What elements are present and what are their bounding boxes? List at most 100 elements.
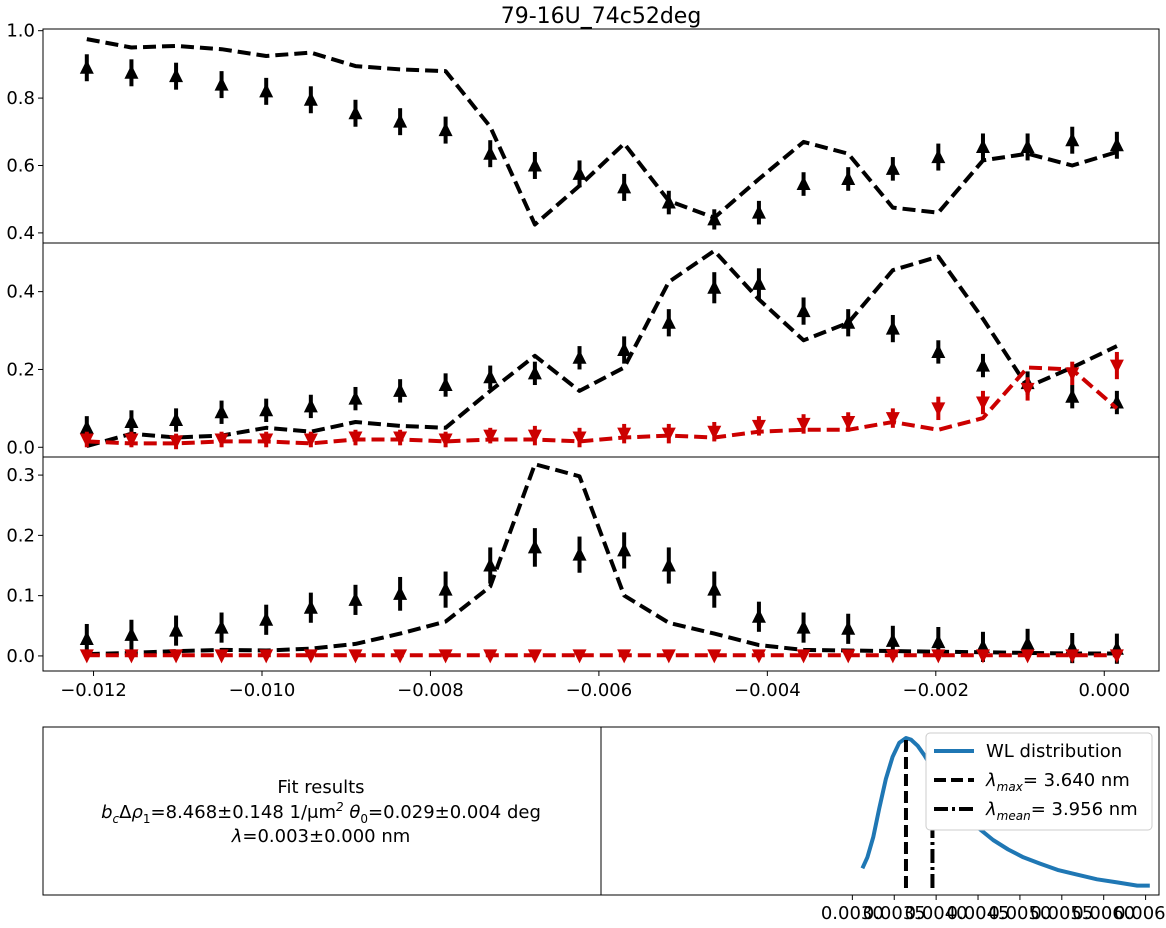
data-point bbox=[751, 275, 766, 290]
y-tick-label: 0.2 bbox=[6, 525, 35, 546]
data-point bbox=[169, 435, 184, 450]
data-point bbox=[1020, 382, 1035, 397]
data-point bbox=[885, 160, 900, 175]
data-point bbox=[483, 429, 498, 444]
y-tick-label: 0.8 bbox=[6, 88, 35, 109]
data-point bbox=[796, 417, 811, 432]
data-point bbox=[169, 649, 184, 664]
legend-wl-label: WL distribution bbox=[986, 741, 1122, 762]
data-point bbox=[931, 149, 946, 164]
fit-line bbox=[86, 462, 1117, 657]
data-point bbox=[214, 619, 229, 634]
y-tick-label: 0.4 bbox=[6, 223, 35, 244]
data-point bbox=[527, 429, 542, 444]
data-point bbox=[572, 165, 587, 180]
legend-box bbox=[925, 732, 1153, 831]
data-point bbox=[303, 91, 318, 106]
data-point bbox=[931, 343, 946, 358]
data-point bbox=[438, 581, 453, 596]
data-point bbox=[79, 59, 94, 74]
data-point bbox=[572, 349, 587, 364]
data-point bbox=[1020, 138, 1035, 153]
fit-results-line-2: bcΔρ1=8.468±0.148 1/μm2 θ0=0.029±0.004 d… bbox=[101, 800, 541, 826]
data-point bbox=[931, 402, 946, 417]
wl-x-tick-label: 0.0040 bbox=[905, 903, 968, 924]
legend-lmean-label: λmean= 3.956 nm bbox=[985, 799, 1138, 823]
y-tick-label: 0.0 bbox=[6, 646, 35, 667]
data-point bbox=[975, 138, 990, 153]
data-point bbox=[169, 622, 184, 637]
data-point bbox=[572, 546, 587, 561]
panel-top: 0.4 0.6 0.8 1.0 bbox=[6, 21, 1124, 244]
panel-wavelength-frame bbox=[600, 726, 1160, 896]
data-point bbox=[841, 415, 856, 430]
data-point bbox=[393, 382, 408, 397]
data-point bbox=[661, 314, 676, 329]
data-point bbox=[617, 542, 632, 557]
y-tick-label: 1.0 bbox=[6, 21, 35, 42]
data-point bbox=[975, 396, 990, 411]
data-point bbox=[617, 427, 632, 442]
fit-line bbox=[86, 37, 1118, 227]
y-tick-label: 0.2 bbox=[6, 359, 35, 380]
wl-x-tick-label: 0.0060 bbox=[1072, 903, 1135, 924]
data-point bbox=[527, 365, 542, 380]
panel-wavelength: 0.00300.00350.00400.00450.00500.00550.00… bbox=[821, 736, 1166, 924]
panel-middle-frame bbox=[42, 242, 1160, 458]
data-point bbox=[124, 413, 139, 428]
data-point bbox=[438, 433, 453, 448]
legend-lmean-value: = 3.956 nm bbox=[1031, 799, 1138, 820]
data-point bbox=[975, 357, 990, 372]
data-point bbox=[796, 619, 811, 634]
data-point bbox=[1020, 635, 1035, 650]
data-point bbox=[885, 320, 900, 335]
data-point bbox=[214, 404, 229, 419]
data-point bbox=[617, 179, 632, 194]
data-point bbox=[841, 170, 856, 185]
data-point bbox=[169, 412, 184, 427]
wl-x-tick-label: 0.0065 bbox=[1114, 903, 1166, 924]
fit-results-theta: =0.029±0.004 deg bbox=[368, 802, 541, 823]
data-point bbox=[527, 539, 542, 554]
fit-results-bcdrho: =8.468±0.148 1/μm bbox=[151, 802, 336, 823]
panel-middle: 0.0 0.2 0.4 bbox=[6, 248, 1124, 458]
data-point bbox=[259, 83, 274, 98]
y-tick-label: 0.4 bbox=[6, 282, 35, 303]
fit-line bbox=[86, 248, 1118, 449]
data-point bbox=[214, 76, 229, 91]
wl-x-tick-label: 0.0035 bbox=[863, 903, 926, 924]
wl-x-tick-label: 0.0045 bbox=[947, 903, 1010, 924]
data-point bbox=[841, 314, 856, 329]
data-point bbox=[1109, 359, 1124, 374]
panel-bottom: 0.0 0.1 0.2 0.3 −0.012 −0.010 −0.008 −0.006 −0.0… bbox=[6, 462, 1130, 701]
x-tick-label: −0.004 bbox=[734, 680, 801, 701]
data-point bbox=[572, 649, 587, 664]
fit-results-line-3: λ=0.003±0.000 nm bbox=[231, 826, 411, 847]
x-tick-label: −0.006 bbox=[566, 680, 633, 701]
y-tick-label: 0.1 bbox=[6, 586, 35, 607]
data-point bbox=[393, 585, 408, 600]
y-tick-label: 0.3 bbox=[6, 465, 35, 486]
data-point bbox=[79, 419, 94, 434]
fit-results-lambda: =0.003±0.000 nm bbox=[242, 826, 410, 847]
data-point bbox=[841, 620, 856, 635]
data-point bbox=[348, 591, 363, 606]
data-point bbox=[1065, 132, 1080, 147]
data-point bbox=[751, 419, 766, 434]
data-point bbox=[885, 632, 900, 647]
data-point bbox=[931, 649, 946, 664]
data-point bbox=[483, 145, 498, 160]
panel-top-frame bbox=[42, 28, 1160, 244]
wl-x-tick-label: 0.0050 bbox=[988, 903, 1051, 924]
data-point bbox=[483, 369, 498, 384]
data-point bbox=[79, 649, 94, 664]
data-point bbox=[393, 113, 408, 128]
data-point bbox=[348, 105, 363, 120]
x-tick-label: −0.002 bbox=[902, 680, 969, 701]
x-tick-label: 0.000 bbox=[1078, 680, 1130, 701]
data-point bbox=[1065, 388, 1080, 403]
data-point bbox=[483, 557, 498, 572]
data-point bbox=[707, 581, 722, 596]
panel-bottom-frame bbox=[42, 456, 1160, 672]
